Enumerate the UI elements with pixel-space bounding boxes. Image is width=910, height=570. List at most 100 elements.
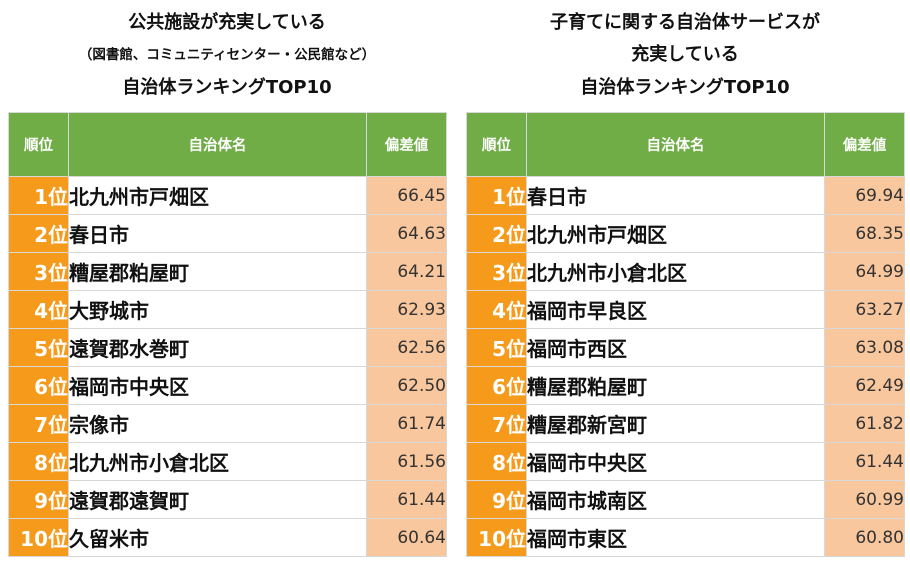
score-cell: 61.44 (824, 442, 905, 481)
table-row: 4位 大野城市 62.93 (8, 290, 447, 329)
score-cell: 61.44 (366, 480, 447, 519)
score-cell: 61.82 (824, 404, 905, 443)
municipality-cell: 北九州市戸畑区 (68, 176, 367, 215)
municipality-cell: 北九州市小倉北区 (526, 252, 825, 291)
municipality-cell: 福岡市西区 (526, 328, 825, 367)
rank-cell: 4位 (466, 290, 527, 329)
title-line-2: 充実している (631, 44, 739, 65)
municipality-cell: 春日市 (526, 176, 825, 215)
table-row: 3位 糟屋郡粕屋町 64.21 (8, 252, 447, 291)
title-line-1: 子育てに関する自治体サービスが (550, 12, 820, 33)
score-cell: 63.08 (824, 328, 905, 367)
municipality-header: 自治体名 (68, 112, 367, 177)
municipality-cell: 糟屋郡粕屋町 (526, 366, 825, 405)
table-row: 3位 北九州市小倉北区 64.99 (466, 252, 905, 291)
table-row: 10位 久留米市 60.64 (8, 518, 447, 557)
table-row: 7位 宗像市 61.74 (8, 404, 447, 443)
rank-cell: 10位 (8, 518, 69, 557)
municipality-cell: 福岡市早良区 (526, 290, 825, 329)
municipality-cell: 大野城市 (68, 290, 367, 329)
municipality-header: 自治体名 (526, 112, 825, 177)
table-row: 5位 福岡市西区 63.08 (466, 328, 905, 367)
rank-cell: 8位 (466, 442, 527, 481)
score-cell: 60.99 (824, 480, 905, 519)
score-cell: 61.56 (366, 442, 447, 481)
score-cell: 62.50 (366, 366, 447, 405)
score-cell: 64.99 (824, 252, 905, 291)
score-cell: 69.94 (824, 176, 905, 215)
municipality-cell: 北九州市戸畑区 (526, 214, 825, 253)
table-row: 9位 福岡市城南区 60.99 (466, 480, 905, 519)
municipality-cell: 福岡市東区 (526, 518, 825, 557)
rank-cell: 6位 (8, 366, 69, 405)
table-row: 9位 遠賀郡遠賀町 61.44 (8, 480, 447, 519)
municipality-cell: 北九州市小倉北区 (68, 442, 367, 481)
table-row: 7位 糟屋郡新宮町 61.82 (466, 404, 905, 443)
score-header: 偏差値 (366, 112, 447, 177)
rank-cell: 2位 (466, 214, 527, 253)
score-cell: 62.49 (824, 366, 905, 405)
table-row: 10位 福岡市東区 60.80 (466, 518, 905, 557)
municipality-cell: 久留米市 (68, 518, 367, 557)
score-cell: 63.27 (824, 290, 905, 329)
title-line-1: 公共施設が充実している (128, 12, 326, 33)
rank-cell: 9位 (8, 480, 69, 519)
table-row: 4位 福岡市早良区 63.27 (466, 290, 905, 329)
score-cell: 61.74 (366, 404, 447, 443)
ranking-table: 順位 自治体名 偏差値 1位 北九州市戸畑区 66.45 2位 春日市 64.63 3位… (8, 112, 447, 557)
municipality-cell: 春日市 (68, 214, 367, 253)
rank-cell: 5位 (466, 328, 527, 367)
header-row: 順位 自治体名 偏差値 (466, 112, 905, 177)
municipality-cell: 遠賀郡遠賀町 (68, 480, 367, 519)
rank-cell: 3位 (8, 252, 69, 291)
rank-cell: 9位 (466, 480, 527, 519)
title-line-3: 自治体ランキングTOP10 (122, 77, 332, 98)
score-cell: 62.93 (366, 290, 447, 329)
score-cell: 64.21 (366, 252, 447, 291)
table-row: 6位 福岡市中央区 62.50 (8, 366, 447, 405)
header-row: 順位 自治体名 偏差値 (8, 112, 447, 177)
title-line-3: 自治体ランキングTOP10 (580, 77, 790, 98)
table-row: 5位 遠賀郡水巻町 62.56 (8, 328, 447, 367)
rank-header: 順位 (466, 112, 527, 177)
rank-cell: 7位 (8, 404, 69, 443)
rank-header: 順位 (8, 112, 69, 177)
rank-cell: 2位 (8, 214, 69, 253)
rank-cell: 10位 (466, 518, 527, 557)
table-row: 1位 北九州市戸畑区 66.45 (8, 176, 447, 215)
table-row: 1位 春日市 69.94 (466, 176, 905, 215)
public-facilities-ranking-panel: 公共施設が充実している （図書館、コミュニティセンター・公民館など） 自治体ラン… (8, 0, 447, 557)
table-row: 8位 北九州市小倉北区 61.56 (8, 442, 447, 481)
table-row: 2位 北九州市戸畑区 68.35 (466, 214, 905, 253)
score-cell: 60.64 (366, 518, 447, 557)
municipality-cell: 福岡市中央区 (68, 366, 367, 405)
score-header: 偏差値 (824, 112, 905, 177)
municipality-cell: 糟屋郡粕屋町 (68, 252, 367, 291)
rank-cell: 5位 (8, 328, 69, 367)
title-line-2: （図書館、コミュニティセンター・公民館など） (78, 47, 376, 63)
table-row: 6位 糟屋郡粕屋町 62.49 (466, 366, 905, 405)
score-cell: 68.35 (824, 214, 905, 253)
rank-cell: 4位 (8, 290, 69, 329)
municipality-cell: 福岡市中央区 (526, 442, 825, 481)
rank-cell: 6位 (466, 366, 527, 405)
table-row: 8位 福岡市中央区 61.44 (466, 442, 905, 481)
score-cell: 60.80 (824, 518, 905, 557)
score-cell: 64.63 (366, 214, 447, 253)
municipality-cell: 遠賀郡水巻町 (68, 328, 367, 367)
rank-cell: 7位 (466, 404, 527, 443)
childcare-services-ranking-panel: 子育てに関する自治体サービスが 充実している 自治体ランキングTOP10 順位 … (466, 0, 905, 557)
municipality-cell: 糟屋郡新宮町 (526, 404, 825, 443)
score-cell: 66.45 (366, 176, 447, 215)
rank-cell: 3位 (466, 252, 527, 291)
score-cell: 62.56 (366, 328, 447, 367)
rank-cell: 1位 (466, 176, 527, 215)
ranking-table: 順位 自治体名 偏差値 1位 春日市 69.94 2位 北九州市戸畑区 68.35 3位… (466, 112, 905, 557)
municipality-cell: 宗像市 (68, 404, 367, 443)
rank-cell: 8位 (8, 442, 69, 481)
rank-cell: 1位 (8, 176, 69, 215)
table-row: 2位 春日市 64.63 (8, 214, 447, 253)
ranking-title: 子育てに関する自治体サービスが 充実している 自治体ランキングTOP10 (466, 0, 904, 112)
municipality-cell: 福岡市城南区 (526, 480, 825, 519)
ranking-title: 公共施設が充実している （図書館、コミュニティセンター・公民館など） 自治体ラン… (8, 0, 446, 112)
